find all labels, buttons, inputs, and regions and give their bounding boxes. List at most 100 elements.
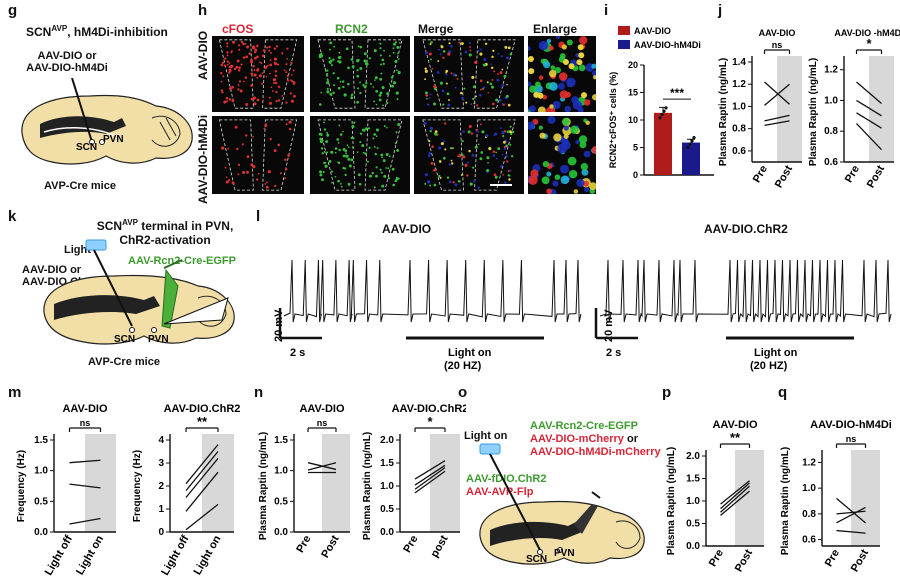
cell-dot xyxy=(265,75,268,78)
cell-dot xyxy=(268,45,271,49)
cell-dot xyxy=(258,74,262,78)
paired-line xyxy=(856,81,882,105)
cell-dot xyxy=(464,50,468,54)
cell-dot xyxy=(339,80,342,83)
cell-dot xyxy=(246,170,249,174)
cell-dot xyxy=(467,130,471,134)
cell-dot xyxy=(397,123,401,127)
cell-dot xyxy=(252,165,256,169)
post-shade xyxy=(869,56,894,162)
micrograph-rcn2-hm4di xyxy=(310,116,410,194)
panel-k-mice: AVP-Cre mice xyxy=(88,356,160,368)
panel-label-l: l xyxy=(256,208,261,225)
cell-dot xyxy=(560,164,569,174)
cell-dot xyxy=(506,130,510,134)
cell-dot xyxy=(290,61,293,64)
y-tick-label: 1.0 xyxy=(34,466,48,477)
cell-dot xyxy=(437,59,440,62)
cell-dot xyxy=(378,94,382,97)
cell-dot xyxy=(509,143,512,146)
cell-dot xyxy=(340,182,342,185)
chart-title: AAV-DIO-hM4Di xyxy=(810,419,892,431)
cell-dot xyxy=(474,60,478,65)
cell-dot xyxy=(548,69,557,78)
cell-dot xyxy=(237,173,240,176)
scale-t-label: 2 s xyxy=(606,347,621,359)
cell-dot xyxy=(494,175,498,179)
cell-dot xyxy=(252,64,255,68)
y-tick-label: 0.0 xyxy=(686,541,700,552)
cell-dot xyxy=(233,67,237,71)
cell-dot xyxy=(292,69,295,72)
cell-dot xyxy=(580,162,589,171)
cell-dot xyxy=(510,132,513,136)
cell-dot xyxy=(382,159,386,163)
y-tick-label: 0 xyxy=(158,527,164,538)
cell-dot xyxy=(273,57,278,61)
cell-dot xyxy=(427,154,431,158)
cell-dot xyxy=(445,69,449,73)
cell-dot xyxy=(356,100,359,104)
cell-dot xyxy=(268,49,271,52)
cell-dot xyxy=(490,85,494,89)
cell-dot xyxy=(501,131,505,135)
light-on-label: Light on xyxy=(448,347,492,359)
cell-dot xyxy=(374,79,376,81)
light-hz-label: (20 HZ) xyxy=(444,360,482,372)
cell-dot xyxy=(253,69,256,72)
cell-dot xyxy=(345,154,349,158)
cell-dot xyxy=(448,42,451,45)
cell-dot xyxy=(340,185,343,188)
cell-dot xyxy=(333,45,336,48)
cell-dot xyxy=(509,169,512,172)
x-tick-label: Light off xyxy=(159,533,192,577)
cell-dot xyxy=(261,54,265,58)
cell-dot xyxy=(388,83,391,85)
cell-dot xyxy=(439,176,442,179)
double-positive-cell xyxy=(568,63,575,70)
cell-dot xyxy=(549,104,554,109)
significance-label: ** xyxy=(730,430,741,445)
cell-dot xyxy=(326,131,329,134)
y-tick-label: 0.6 xyxy=(824,157,838,168)
cell-dot xyxy=(375,89,379,93)
legend-swatch xyxy=(618,40,630,49)
cell-dot xyxy=(479,93,482,97)
cell-dot xyxy=(359,81,362,84)
paired-line xyxy=(414,467,446,490)
y-axis-label: Plasma Raptin (ng/mL) xyxy=(808,58,819,166)
cell-dot xyxy=(254,50,257,54)
micrograph-rcn2-dio xyxy=(310,36,410,112)
cell-dot xyxy=(483,58,487,61)
x-tick-label: Post xyxy=(849,547,871,574)
y-tick-label: 1.5 xyxy=(380,458,394,469)
chart-title: AAV-DIO.ChR2 xyxy=(392,403,466,415)
cell-dot xyxy=(550,65,556,71)
cell-dot xyxy=(358,182,362,186)
cell-dot xyxy=(497,147,501,151)
row-label-2: AAV-DIO-hM4Di xyxy=(196,114,210,204)
chart-m-dio: AAV-DIO 0.0 0.5 1.0 1.5 Frequency (Hz) ns Light… xyxy=(16,403,116,578)
virus-line: AAV-DIO or xyxy=(37,50,97,62)
data-point xyxy=(660,112,664,117)
double-positive-cell xyxy=(576,59,583,66)
cell-dot xyxy=(397,177,400,180)
cell-dot xyxy=(379,77,383,81)
brain-sagittal-o: PVN SCN xyxy=(479,443,645,565)
paired-line xyxy=(185,471,219,512)
y-tick-label: 1 xyxy=(158,504,164,515)
cell-dot xyxy=(228,71,231,74)
cell-dot xyxy=(337,179,340,183)
cell-dot xyxy=(506,160,509,163)
cell-dot xyxy=(328,48,331,51)
data-point xyxy=(664,106,668,110)
cell-dot xyxy=(477,143,480,146)
cell-dot xyxy=(220,63,223,67)
cell-dot xyxy=(537,106,546,112)
cell-dot xyxy=(380,171,383,174)
cell-dot xyxy=(237,88,240,91)
y-tick-label: 4 xyxy=(158,435,164,446)
y-axis-label: RCN2⁺cFOS⁺ cells (%) xyxy=(608,72,618,169)
cell-dot xyxy=(481,130,485,134)
cell-dot xyxy=(378,98,382,102)
